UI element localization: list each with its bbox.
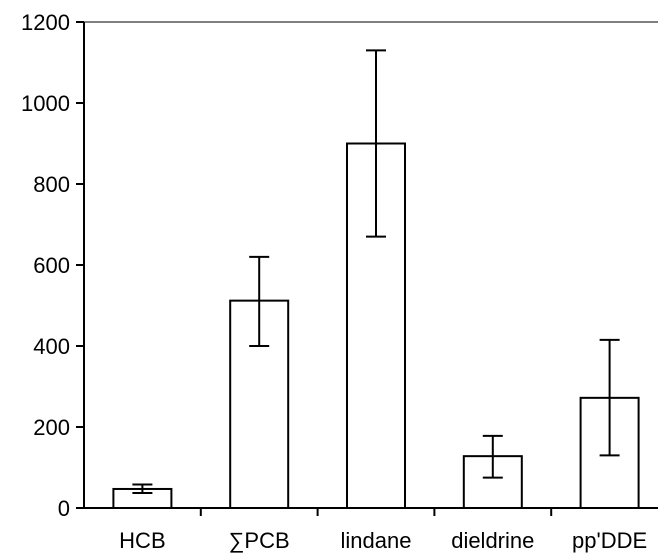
y-tick-label: 600	[33, 253, 70, 278]
y-tick-label: 200	[33, 415, 70, 440]
error-bars-layer	[132, 49, 620, 495]
x-tick-label: HCB	[119, 528, 165, 553]
y-tick-label: 400	[33, 334, 70, 359]
bar	[346, 142, 406, 509]
x-tick-label: dieldrine	[451, 528, 534, 553]
x-tick-label: ∑PCB	[229, 528, 290, 553]
y-tick-label: 1200	[21, 10, 70, 35]
y-tick-label: 800	[33, 172, 70, 197]
y-tick-label: 1000	[21, 91, 70, 116]
x-tick-label: lindane	[341, 528, 412, 553]
x-tick-label: pp'DDE	[572, 528, 647, 553]
labels-layer: 0 200 400 600 800 1000 1200 HCB ∑PCB lindane dield…	[21, 10, 647, 553]
y-tick-label: 0	[58, 496, 70, 521]
